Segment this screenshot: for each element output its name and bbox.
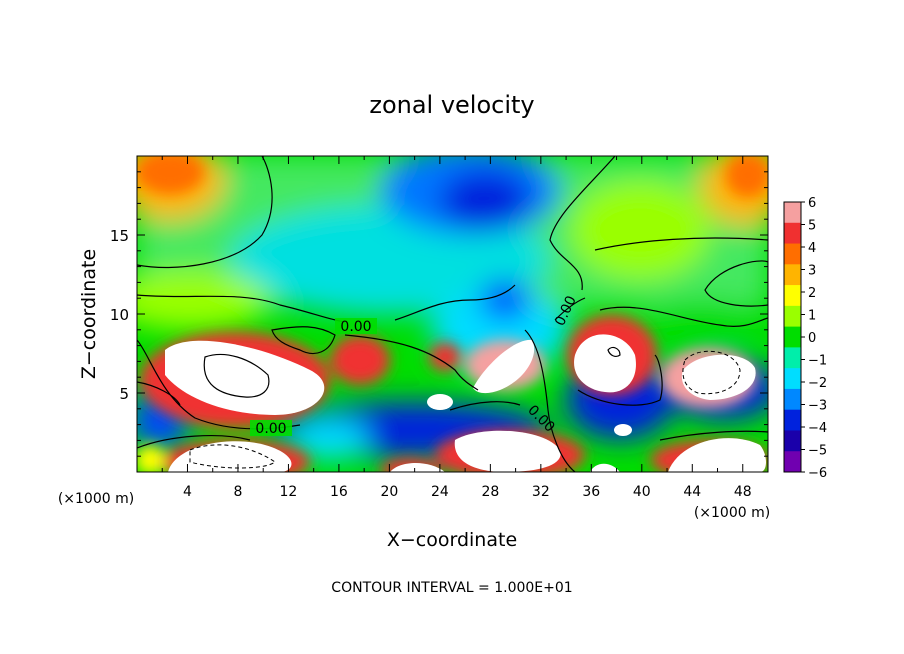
x-tick-label: 4 xyxy=(183,484,192,500)
x-tick-label: 20 xyxy=(380,484,398,500)
colorbar-tick-label: 6 xyxy=(808,196,816,211)
colorbar-tick-label: 0 xyxy=(808,331,816,346)
colorbar-swatch xyxy=(784,347,801,369)
y-tick-label: 15 xyxy=(110,227,129,245)
colorbar-swatch xyxy=(784,430,801,452)
colorbar-swatch xyxy=(784,388,801,411)
x-tick-label: 16 xyxy=(330,484,348,500)
x-tick-label: 44 xyxy=(683,484,701,500)
x-tick-label: 32 xyxy=(532,484,550,500)
colorbar-tick-label: −5 xyxy=(808,444,827,459)
colorbar-swatch xyxy=(784,451,801,473)
colorbar-tick-label: −1 xyxy=(808,354,827,369)
colorbar-tick-label: −6 xyxy=(808,466,827,481)
x-tick-label: 40 xyxy=(633,484,651,500)
colorbar-swatch xyxy=(784,243,801,265)
x-tick-label: 48 xyxy=(734,484,752,500)
x-axis: 4 8 12 16 20 24 28 32 36 40 44 48 xyxy=(161,156,752,500)
colorbar-tick-label: 4 xyxy=(808,241,816,256)
contour-interval-note: CONTOUR INTERVAL = 1.000E+01 xyxy=(331,580,572,596)
contour-label: 0.00 xyxy=(340,319,371,335)
y-tick-label: 10 xyxy=(110,306,129,324)
colorbar-tick-label: −2 xyxy=(808,376,827,391)
colorbar-tick-label: 1 xyxy=(808,309,816,324)
colorbar-swatch xyxy=(784,368,801,390)
colorbar-tick-label: −4 xyxy=(808,421,827,436)
colorbar-swatch xyxy=(784,305,801,328)
heatmap-field xyxy=(137,156,768,472)
colorbar-tick-label: −3 xyxy=(808,399,827,414)
x-unit-label-right: (×1000 m) xyxy=(694,505,770,521)
colorbar: 6 5 4 3 2 1 0 −1 −2 −3 −4 −5 −6 xyxy=(783,196,827,481)
x-tick-label: 28 xyxy=(481,484,499,500)
contour-label: 0.00 xyxy=(255,421,286,437)
x-tick-label: 36 xyxy=(582,484,600,500)
colorbar-tick-label: 2 xyxy=(808,286,816,301)
colorbar-swatch xyxy=(784,264,801,286)
colorbar-swatch xyxy=(784,202,801,224)
y-axis-label: Z−coordinate xyxy=(78,249,100,379)
colorbar-swatch xyxy=(784,409,801,431)
colorbar-swatch xyxy=(784,222,801,245)
y-axis: 5 10 15 xyxy=(110,171,768,457)
x-tick-label: 8 xyxy=(233,484,242,500)
x-tick-label: 24 xyxy=(431,484,449,500)
colorbar-swatch xyxy=(784,326,801,348)
chart-title: zonal velocity xyxy=(369,91,534,119)
colorbar-tick-label: 5 xyxy=(808,219,816,234)
colorbar-swatch xyxy=(784,285,801,307)
x-axis-label: X−coordinate xyxy=(387,529,517,551)
y-tick-label: 5 xyxy=(119,385,129,403)
x-tick-label: 12 xyxy=(280,484,298,500)
colorbar-tick-label: 3 xyxy=(808,264,816,279)
x-unit-label-left: (×1000 m) xyxy=(58,491,134,507)
